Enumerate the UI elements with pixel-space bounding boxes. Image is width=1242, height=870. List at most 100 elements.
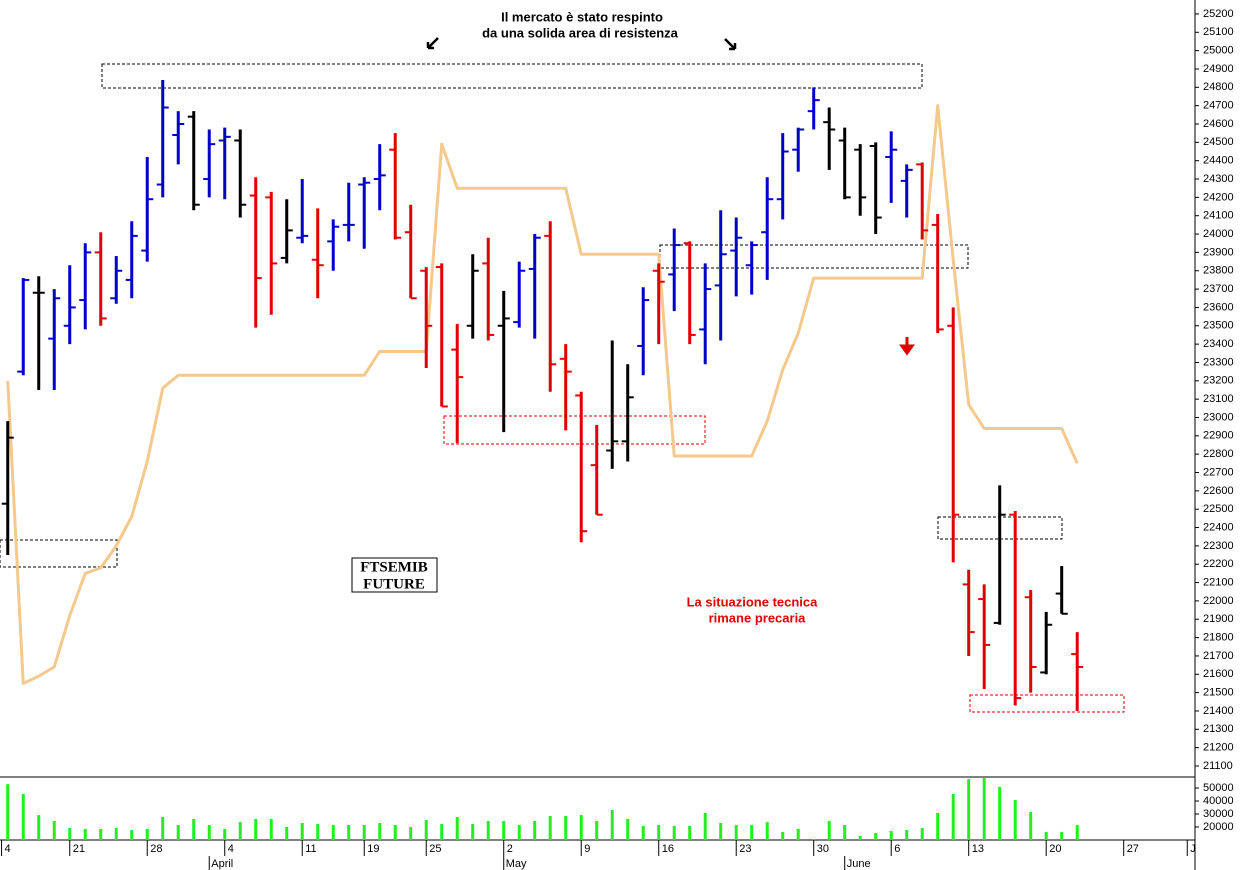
volume-bar [548, 815, 552, 840]
volume-bar [812, 838, 816, 840]
volume-bar [579, 815, 583, 840]
y-tick-label: 21700 [1203, 650, 1234, 662]
y-tick-label: 21800 [1203, 632, 1234, 644]
volume-bar [595, 821, 599, 840]
y-tick-label: 25200 [1203, 8, 1234, 20]
zones [0, 63, 1125, 713]
y-tick-label: 22000 [1203, 595, 1234, 607]
x-tick-label: 19 [367, 843, 379, 855]
month-label: May [506, 858, 527, 870]
volume-bar [874, 832, 878, 840]
volume-bar [486, 821, 490, 840]
y-tick-label: 23300 [1203, 356, 1234, 368]
volume-bar [393, 825, 397, 840]
volume-bar [517, 825, 521, 840]
y-tick-label: 24800 [1203, 81, 1234, 93]
y-tick-label: 50000 [1203, 782, 1234, 794]
x-tick-label: 6 [894, 843, 900, 855]
zone [0, 539, 118, 568]
y-tick-label: 23800 [1203, 265, 1234, 277]
annotation: rimane precaria [709, 610, 807, 625]
y-tick-label: 24500 [1203, 136, 1234, 148]
y-tick-label: 22500 [1203, 503, 1234, 515]
y-tick-label: 23600 [1203, 301, 1234, 313]
volume-bar [471, 824, 475, 840]
x-tick-label: 23 [739, 843, 751, 855]
y-tick-label: 23500 [1203, 320, 1234, 332]
annotation: La situazione tecnica [687, 594, 819, 609]
arrow [899, 337, 915, 356]
y-tick-label: 22600 [1203, 485, 1234, 497]
y-tick-label: 23900 [1203, 246, 1234, 258]
volume-bar [734, 825, 738, 840]
y-tick-label: 24000 [1203, 228, 1234, 240]
volume-bar [52, 821, 56, 840]
x-tick-label: 11 [305, 843, 316, 855]
volume-bar [1075, 825, 1079, 840]
y-tick-label: 30000 [1203, 808, 1234, 820]
volume-bar [130, 829, 134, 840]
volume-bar [796, 828, 800, 840]
y-tick-label: 22800 [1203, 448, 1234, 460]
volume-bar [533, 821, 537, 840]
x-tick-label: 30 [817, 843, 829, 855]
volume-bar [750, 825, 754, 840]
volume-bar [843, 825, 847, 840]
y-tick-label: 23400 [1203, 338, 1234, 350]
volume-bar [37, 815, 41, 840]
volume-bar [68, 828, 72, 840]
volume-bar [161, 817, 165, 840]
y-tick-label: 22900 [1203, 430, 1234, 442]
y-tick-label: 24900 [1203, 63, 1234, 75]
y-tick-label: 25000 [1203, 45, 1234, 57]
y-tick-label: 23100 [1203, 393, 1234, 405]
month-label: June [847, 858, 871, 870]
volume-bar [378, 822, 382, 840]
y-tick-label: 24700 [1203, 100, 1234, 112]
volume-bar [440, 824, 444, 840]
volume-bar [455, 817, 459, 840]
volume-bar [176, 825, 180, 840]
volume-bar [858, 835, 862, 840]
y-tick-label: 21300 [1203, 723, 1234, 735]
y-tick-label: 24300 [1203, 173, 1234, 185]
y-tick-label: 25100 [1203, 26, 1234, 38]
y-tick-label: 22300 [1203, 540, 1234, 552]
volume-bar [238, 822, 242, 840]
y-tick-label: 21500 [1203, 687, 1234, 699]
volume-bar [316, 824, 320, 840]
volume-bar [1013, 799, 1017, 840]
y-tick-label: 22100 [1203, 576, 1234, 588]
y-tick-label: 24200 [1203, 191, 1234, 203]
y-tick-label: 23700 [1203, 283, 1234, 295]
x-tick-label: 28 [150, 843, 162, 855]
volume-bar [269, 818, 273, 840]
instrument-label: FTSEMIB [360, 559, 428, 575]
x-tick-label: 2 [507, 843, 513, 855]
annotation: da una solida area di resistenza [482, 25, 679, 40]
x-tick-label: J [1190, 843, 1196, 855]
volume-bar [362, 825, 366, 840]
y-tick-label: 24100 [1203, 210, 1234, 222]
volume-bar [936, 812, 940, 840]
y-tick-label: 40000 [1203, 795, 1234, 807]
volume-bar [409, 827, 413, 840]
volume-bar [982, 778, 986, 840]
y-tick-label: 21600 [1203, 668, 1234, 680]
volume-bar [347, 825, 351, 840]
volume-bar [83, 828, 87, 840]
volume-bar [145, 828, 149, 840]
volume-bar [192, 818, 196, 840]
volume-bar [1060, 831, 1064, 840]
volume-bar [905, 829, 909, 840]
volume-bar [781, 831, 785, 840]
volume-bar [672, 825, 676, 840]
x-tick-label: 21 [73, 843, 85, 855]
y-tick-label: 21100 [1203, 760, 1233, 772]
arrow [724, 38, 737, 51]
label-box [351, 557, 438, 593]
y-tick-label: 23200 [1203, 375, 1234, 387]
volume-bar [719, 822, 723, 840]
